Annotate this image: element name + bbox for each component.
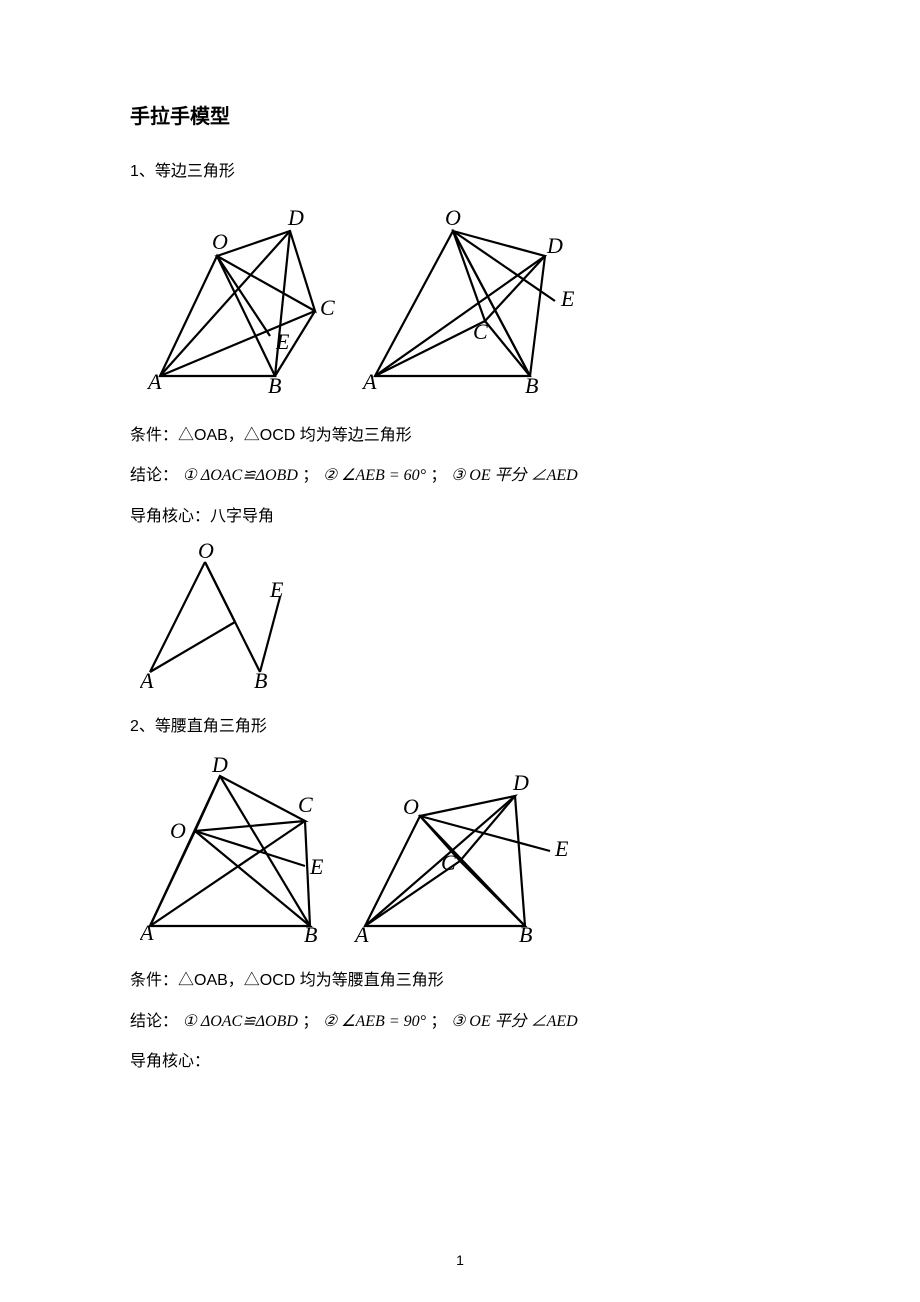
label-B-2: B	[525, 373, 538, 398]
section-1-figure-small: O A B E	[140, 542, 790, 692]
label2-E: E	[309, 854, 324, 879]
label-E-3: E	[269, 577, 284, 602]
section-2-core: 导角核心：	[130, 1047, 790, 1077]
section-2-heading: 2、等腰直角三角形	[130, 712, 790, 736]
label-O: O	[212, 229, 228, 254]
label-E-2: E	[560, 286, 575, 311]
conclusion2-3: ③ OE 平分 ∠AED	[451, 1013, 578, 1030]
section-1-heading: 1、等边三角形	[130, 157, 790, 181]
conclusion-3: ③ OE 平分 ∠AED	[451, 467, 578, 484]
label-B: B	[268, 373, 281, 398]
label2-B: B	[304, 922, 317, 946]
page-number: 1	[0, 1252, 920, 1268]
label-O-2: O	[445, 205, 461, 230]
figure-eight-angle: O A B E	[140, 542, 320, 692]
label-D-2: D	[546, 233, 563, 258]
label-A-2: A	[361, 369, 377, 394]
sep-2: ；	[430, 467, 446, 484]
sep2-1: ；	[302, 1013, 318, 1030]
document-page: 手拉手模型 1、等边三角形 O A	[0, 0, 920, 1302]
sep2-2: ；	[430, 1013, 446, 1030]
label2-A-2: A	[353, 922, 369, 946]
label-D: D	[287, 205, 304, 230]
doc-title: 手拉手模型	[130, 100, 790, 129]
section-1-condition: 条件：△OAB，△OCD 均为等边三角形	[130, 421, 790, 451]
label2-D: D	[211, 756, 228, 777]
label2-E-2: E	[554, 836, 569, 861]
label2-B-2: B	[519, 922, 532, 946]
label-O-3: O	[198, 542, 214, 563]
section-1-figures: O A B C D E O A B	[140, 201, 790, 401]
label-C: C	[320, 295, 335, 320]
label2-C-2: C	[441, 850, 456, 875]
conclusion-1: ① ΔOAC≌ΔOBD	[182, 467, 297, 484]
label2-O-2: O	[403, 794, 419, 819]
conclusion2-1: ① ΔOAC≌ΔOBD	[182, 1013, 297, 1030]
sep-1: ；	[302, 467, 318, 484]
conclusion-prefix-2: 结论：	[130, 1013, 178, 1030]
label2-C: C	[298, 792, 313, 817]
section-1-conclusion: 结论： ① ΔOAC≌ΔOBD ； ② ∠AEB = 60° ； ③ OE 平分…	[130, 461, 790, 491]
figure-equilateral-pair: O A B C D E O A B	[140, 201, 600, 401]
conclusion2-2: ② ∠AEB = 90°	[323, 1013, 426, 1030]
conclusion-prefix: 结论：	[130, 467, 178, 484]
label-B-3: B	[254, 668, 267, 692]
section-2-condition: 条件：△OAB，△OCD 均为等腰直角三角形	[130, 966, 790, 996]
label2-A: A	[140, 920, 154, 945]
section-2-figures: O A B C D E O A B C	[140, 756, 790, 946]
figure-isosceles-right-pair: O A B C D E O A B C	[140, 756, 600, 946]
label2-D-2: D	[512, 770, 529, 795]
label-A-3: A	[140, 668, 154, 692]
section-1-core: 导角核心：八字导角	[130, 502, 790, 532]
label-E: E	[275, 329, 290, 354]
label-C-2: C	[473, 319, 488, 344]
label2-O: O	[170, 818, 186, 843]
section-2-conclusion: 结论： ① ΔOAC≌ΔOBD ； ② ∠AEB = 90° ； ③ OE 平分…	[130, 1007, 790, 1037]
conclusion-2: ② ∠AEB = 60°	[323, 467, 426, 484]
label-A: A	[146, 369, 162, 394]
